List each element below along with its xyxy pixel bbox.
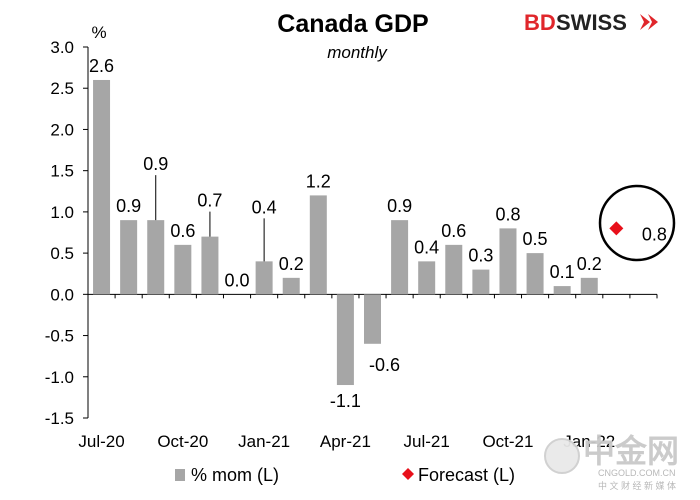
data-labels: 2.60.90.90.60.70.00.40.21.2-1.1-0.60.90.… (89, 56, 602, 411)
bar (580, 277, 598, 295)
brand-logo-swiss: SWISS (556, 10, 627, 35)
y-tick-label: -1.0 (45, 368, 74, 387)
y-tick-label: 2.5 (50, 79, 74, 98)
x-tick-label: Apr-21 (320, 432, 371, 451)
bar-data-label: 2.6 (89, 56, 114, 76)
bar-series (93, 79, 598, 386)
bar (255, 261, 273, 295)
y-tick-label: 3.0 (50, 38, 74, 57)
bar (499, 228, 517, 295)
bar-data-label: 0.4 (414, 237, 439, 257)
legend-swatch-bars (175, 469, 185, 481)
label-leader-lines (155, 175, 265, 262)
bar-data-label: 0.1 (550, 262, 575, 282)
bar-data-label: 0.3 (468, 246, 493, 266)
bar (147, 220, 165, 295)
brand-logo: BD SWISS (524, 10, 658, 35)
bar (93, 79, 111, 295)
y-axis: -1.5 -1.0 -0.5 0.0 0.5 1.0 1.5 2.0 2.5 3.0 (45, 38, 89, 428)
bar (201, 236, 219, 295)
bar-data-label: 0.5 (523, 229, 548, 249)
y-tick-label: 0.5 (50, 244, 74, 263)
forecast-highlight-circle (598, 184, 676, 262)
bar (174, 244, 192, 295)
bar (282, 277, 300, 295)
bar-data-label: 0.9 (116, 196, 141, 216)
bar (526, 253, 544, 295)
chart-title: Canada GDP (277, 10, 428, 38)
watermark-title: 中金网 (583, 433, 679, 469)
y-tick-label: 0.0 (50, 285, 74, 304)
x-tick-label: Oct-20 (157, 432, 208, 451)
bar-data-label: -0.6 (369, 355, 400, 375)
bar (418, 261, 436, 295)
forecast-series: 0.8 (609, 221, 667, 244)
bar (309, 195, 327, 295)
bar-data-label: -1.1 (330, 391, 361, 411)
bar (472, 269, 490, 295)
legend-swatch-forecast (402, 468, 414, 480)
bar (553, 286, 571, 295)
bar-data-label: 0.9 (387, 196, 412, 216)
bar (391, 220, 409, 295)
bar-data-label: 1.2 (306, 171, 331, 191)
brand-arrow-icon (640, 14, 650, 30)
y-tick-label: -0.5 (45, 327, 74, 346)
bar-data-label: 0.2 (577, 254, 602, 274)
legend-label-bars: % mom (L) (191, 465, 279, 485)
y-tick-label: -1.5 (45, 409, 74, 428)
y-tick-label: 2.0 (50, 120, 74, 139)
bar-data-label: 0.6 (170, 221, 195, 241)
bar-data-label: 0.6 (441, 221, 466, 241)
y-unit-label: % (91, 23, 106, 42)
brand-logo-bd: BD (524, 10, 556, 35)
forecast-data-label: 0.8 (642, 224, 667, 244)
watermark: 中金网 CNGOLD.COM.CN 中 文 财 经 新 媒 体 (544, 433, 679, 491)
x-tick-label: Jul-20 (78, 432, 124, 451)
forecast-point (609, 221, 624, 236)
x-tick-label: Jul-21 (404, 432, 450, 451)
y-tick-label: 1.0 (50, 203, 74, 222)
x-tick-label: Oct-21 (482, 432, 533, 451)
x-tick-label: Jan-21 (238, 432, 290, 451)
legend: % mom (L) Forecast (L) (175, 465, 515, 485)
watermark-site: CNGOLD.COM.CN (598, 468, 676, 478)
chart-subtitle: monthly (327, 43, 388, 62)
bar-data-label: 0.8 (495, 204, 520, 224)
brand-arrow-icon-2 (648, 14, 658, 30)
bar-data-label: 0.7 (197, 191, 222, 211)
bar (336, 294, 354, 386)
bar (364, 294, 381, 344)
legend-label-forecast: Forecast (L) (418, 465, 515, 485)
bar-data-label: 0.9 (143, 154, 168, 174)
bar-data-label: 0.2 (279, 254, 304, 274)
bar (120, 220, 138, 295)
bar (445, 244, 463, 295)
y-tick-label: 1.5 (50, 162, 74, 181)
bar-data-label: 0.4 (252, 197, 277, 217)
watermark-sub: 中 文 财 经 新 媒 体 (598, 480, 676, 491)
bar-data-label: 0.0 (225, 270, 250, 290)
watermark-coin-icon (544, 438, 580, 474)
